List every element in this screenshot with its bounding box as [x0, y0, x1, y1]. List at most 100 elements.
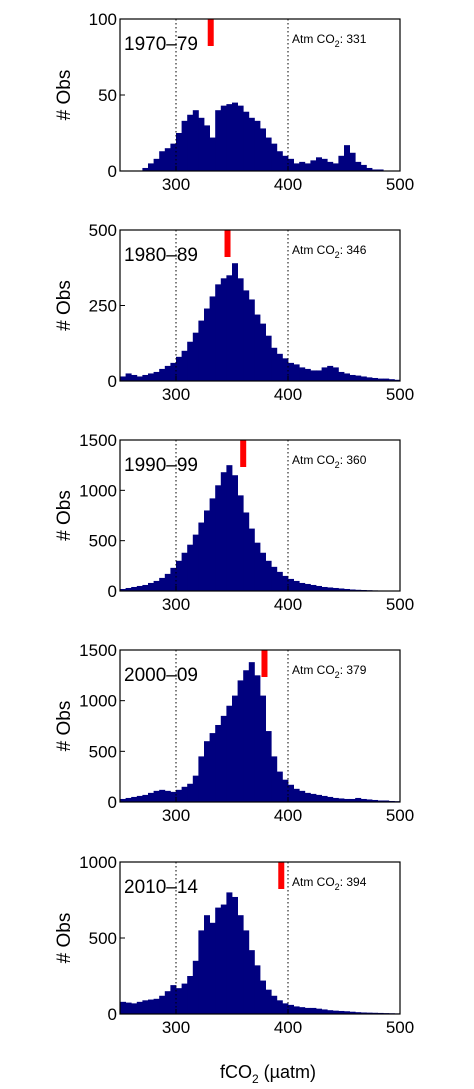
- y-tick-label: 500: [89, 929, 117, 948]
- histogram-bar: [355, 375, 362, 381]
- histogram-bar: [148, 373, 154, 381]
- histogram-bar: [164, 365, 171, 381]
- histogram-bar: [131, 1003, 138, 1014]
- histogram-bar: [332, 163, 339, 171]
- histogram-bar: [209, 498, 216, 591]
- x-tick-label: 300: [162, 1018, 190, 1037]
- histogram-bar: [293, 364, 300, 381]
- histogram-bar: [316, 794, 322, 802]
- histogram-bar: [125, 1002, 132, 1014]
- histogram-bar: [321, 795, 328, 802]
- histogram-bar: [237, 680, 244, 802]
- x-tick-label: 400: [274, 385, 302, 404]
- histogram-bar: [310, 370, 317, 381]
- histogram-bar: [226, 275, 233, 381]
- histogram-bar: [299, 367, 306, 381]
- histogram-bar: [288, 578, 294, 591]
- x-tick-label: 300: [162, 385, 190, 404]
- histogram-bar: [355, 797, 362, 802]
- y-tick-label: 1000: [79, 692, 117, 711]
- x-axis-label-prefix: fCO: [220, 1062, 252, 1082]
- atm-co2-subscript: 2: [335, 882, 340, 892]
- histogram-bar: [142, 1000, 149, 1014]
- atm-co2-value: : 331: [340, 32, 367, 46]
- histogram-bar: [176, 789, 182, 802]
- atm-co2-subscript: 2: [335, 460, 340, 470]
- histogram-bar: [120, 376, 126, 381]
- histogram-bar: [148, 582, 154, 591]
- histogram-bar: [383, 800, 390, 802]
- histogram-bar: [332, 1010, 339, 1014]
- histogram-bar: [198, 522, 205, 591]
- histogram-bar: [372, 799, 378, 802]
- histogram-bar: [248, 117, 255, 171]
- histogram-bar: [338, 1010, 345, 1014]
- histogram-bar: [304, 792, 311, 802]
- histogram-bar: [288, 362, 294, 381]
- histogram-bar: [332, 587, 339, 591]
- histogram-bar: [153, 790, 160, 802]
- period-label: 1990–99: [124, 455, 198, 476]
- atm-co2-text: Atm CO: [292, 663, 335, 677]
- y-tick-label: 1500: [79, 431, 117, 450]
- histogram-bar: [204, 510, 210, 591]
- atm-co2-marker: [224, 230, 231, 257]
- period-label: 2000–09: [124, 665, 198, 686]
- histogram-bar: [254, 965, 261, 1014]
- histogram-bar: [332, 797, 339, 802]
- y-tick-label: 500: [89, 532, 117, 551]
- y-tick-label: 0: [108, 582, 117, 601]
- histogram-bar: [226, 892, 233, 1014]
- histogram-bar: [220, 278, 227, 381]
- period-label: 1970–79: [124, 34, 198, 55]
- histogram-bar: [164, 790, 171, 802]
- y-axis-label: # Obs: [54, 913, 75, 964]
- histogram-bar: [304, 1007, 311, 1014]
- histogram-bar: [209, 922, 216, 1014]
- atm-co2-marker: [278, 862, 285, 889]
- histogram-bar: [282, 358, 289, 381]
- histogram-bar: [310, 1007, 317, 1014]
- histogram-bar: [215, 907, 222, 1014]
- histogram-bar: [198, 320, 205, 381]
- histogram-bar: [181, 786, 188, 802]
- histogram-bar: [209, 296, 216, 381]
- histogram-bar: [327, 161, 334, 171]
- histogram-bar: [338, 371, 345, 381]
- x-tick-label: 500: [386, 595, 414, 614]
- histogram-bar: [276, 353, 283, 381]
- x-tick-label: 300: [162, 595, 190, 614]
- histogram-bar: [170, 143, 177, 171]
- histogram-bar: [394, 379, 401, 381]
- x-tick-label: 500: [386, 1018, 414, 1037]
- histogram-bar: [349, 798, 356, 802]
- histogram-bar: [366, 167, 373, 171]
- atm-co2-text: Atm CO: [292, 32, 335, 46]
- histogram-bar: [181, 350, 188, 381]
- histogram-bar: [271, 756, 278, 802]
- histogram-bar: [299, 1007, 306, 1014]
- histogram-bar: [321, 1009, 328, 1014]
- atm-co2-annotation: Atm CO2: 331: [292, 32, 367, 49]
- histogram-bar: [164, 991, 171, 1014]
- y-tick-label: 1000: [79, 481, 117, 500]
- histogram-bar: [349, 152, 356, 171]
- histogram-bar: [136, 376, 143, 381]
- y-axis-label: # Obs: [54, 490, 75, 541]
- histogram-bar: [187, 783, 194, 802]
- histogram-bar: [181, 552, 188, 591]
- histogram-bar: [265, 731, 272, 802]
- histogram-bar: [159, 151, 166, 171]
- histogram-bar: [125, 587, 132, 591]
- histogram-bar: [204, 915, 210, 1014]
- histogram-bar: [159, 368, 166, 381]
- histogram-bar: [226, 104, 233, 171]
- chart-panel-4: 0 500 1000 1500 300 400 500 # Obs 2000–09 Atm CO2…: [54, 641, 414, 825]
- chart-panel-3: 0 500 1000 1500 300 400 500 # Obs 1990–99 Atm CO2…: [54, 431, 414, 614]
- histogram-bar: [153, 580, 160, 591]
- histogram-bar: [142, 794, 149, 802]
- histogram-bar: [215, 110, 222, 171]
- y-tick-label: 1000: [79, 853, 117, 872]
- histogram-bar: [153, 371, 160, 381]
- histogram-bar: [377, 800, 384, 802]
